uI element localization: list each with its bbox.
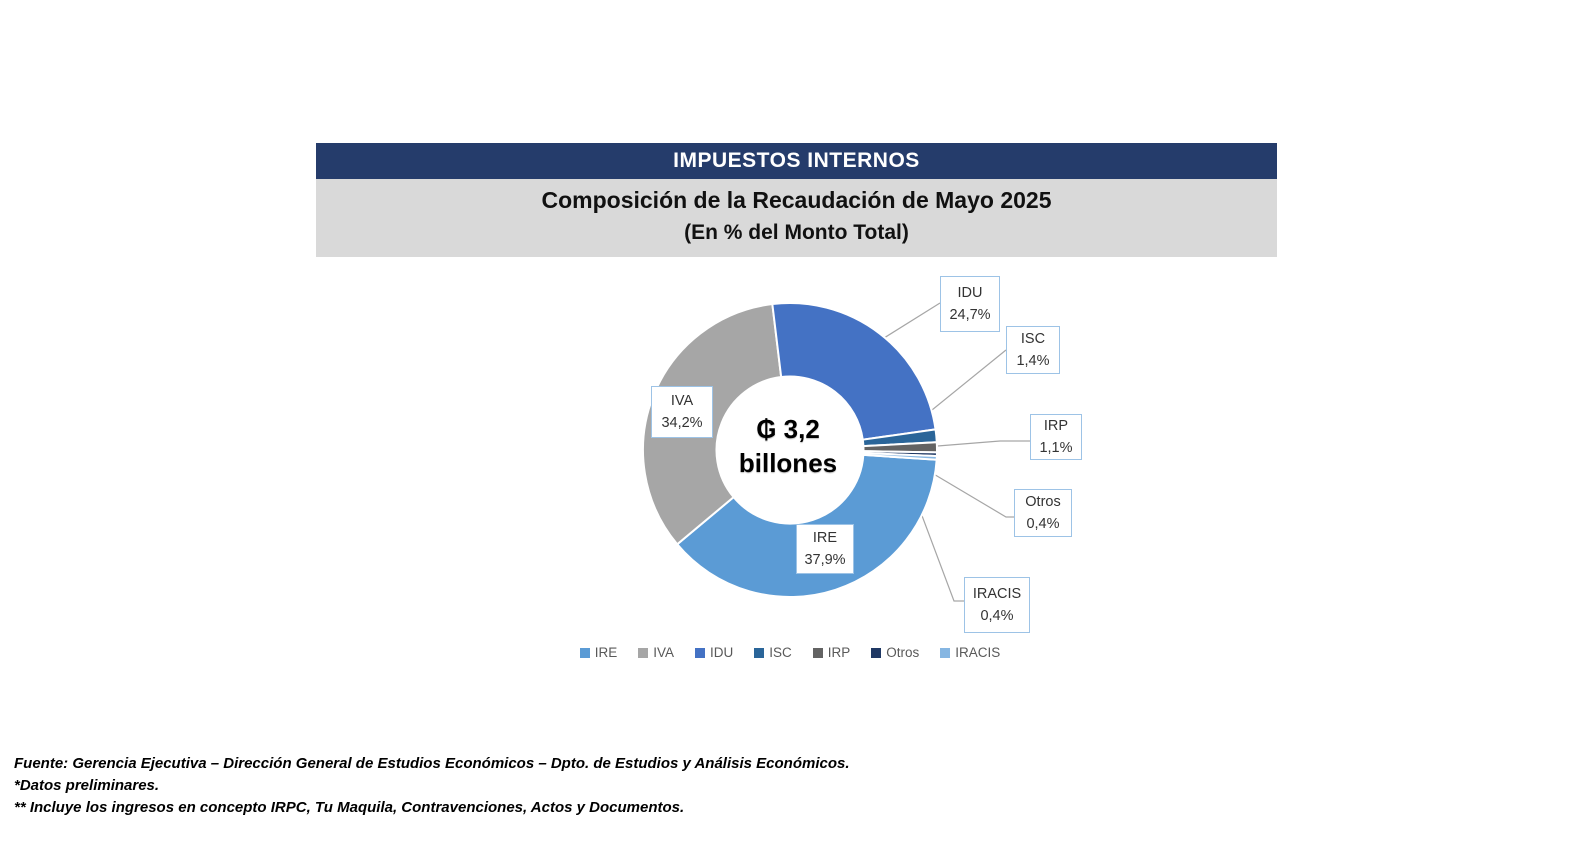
data-label-value: 0,4% — [980, 608, 1014, 624]
data-label-name: IDU — [957, 285, 983, 301]
legend-label: IRP — [827, 645, 851, 660]
donut-center-label: ₲ 3,2 billones — [690, 412, 886, 480]
chart-subtitle-line1: Composición de la Recaudación de Mayo 20… — [541, 187, 1052, 213]
chart-title: IMPUESTOS INTERNOS — [673, 149, 920, 172]
legend-marker-idu — [694, 647, 705, 658]
chart-subtitle-line2: (En % del Monto Total) — [684, 221, 909, 244]
data-label-isc: ISC 1,4% — [1006, 326, 1060, 374]
total-amount: ₲ 3,2 — [756, 414, 820, 444]
data-label-name: Otros — [1025, 494, 1061, 510]
chart-header: IMPUESTOS INTERNOS Composición de la Rec… — [316, 143, 1277, 257]
legend-label: ISC — [769, 645, 792, 660]
data-label-iracis: IRACIS 0,4% — [964, 577, 1030, 633]
data-label-value: 34,2% — [661, 415, 703, 431]
legend-item-iva: IVA — [638, 645, 674, 660]
legend-item-isc: ISC — [754, 645, 792, 660]
legend-marker-irp — [812, 647, 823, 658]
data-label-name: IVA — [670, 393, 694, 409]
data-label-name: IRACIS — [972, 586, 1022, 602]
data-label-value: 37,9% — [804, 552, 846, 568]
legend-marker-otros — [871, 647, 882, 658]
data-label-name: ISC — [1020, 331, 1046, 347]
inclusion-note: ** Incluye los ingresos en concepto IRPC… — [14, 799, 685, 816]
data-label-iva: IVA 34,2% — [651, 386, 713, 438]
legend-marker-iva — [638, 647, 649, 658]
total-unit: billones — [738, 448, 838, 478]
data-label-name: IRE — [812, 530, 838, 546]
legend-item-idu: IDU — [694, 645, 734, 660]
data-label-irp: IRP 1,1% — [1030, 414, 1082, 460]
legend-label: Otros — [886, 645, 920, 660]
data-label-value: 24,7% — [949, 307, 991, 323]
data-label-idu: IDU 24,7% — [940, 276, 1000, 332]
legend-marker-isc — [754, 647, 765, 658]
source-line: Fuente: Gerencia Ejecutiva – Dirección G… — [14, 755, 850, 772]
data-label-value: 1,1% — [1039, 440, 1073, 456]
legend-label: IRACIS — [955, 645, 1001, 660]
data-label-ire: IRE 37,9% — [796, 524, 854, 574]
data-label-name: IRP — [1043, 418, 1069, 434]
legend-item-iracis: IRACIS — [940, 645, 1000, 660]
data-label-otros: Otros 0,4% — [1014, 489, 1072, 537]
preliminary-note: *Datos preliminares. — [14, 777, 160, 794]
source-notes: Fuente: Gerencia Ejecutiva – Dirección G… — [14, 753, 850, 819]
chart-legend: IRE IVA IDU ISC IRP Otros IRACIS — [470, 645, 1110, 660]
legend-item-ire: IRE — [579, 645, 618, 660]
legend-marker-ire — [579, 647, 590, 658]
data-label-value: 0,4% — [1026, 516, 1060, 532]
chart-subtitle-band: Composición de la Recaudación de Mayo 20… — [316, 179, 1277, 257]
legend-item-otros: Otros — [871, 645, 919, 660]
donut-segment-iracis — [862, 451, 938, 461]
legend-marker-iracis — [940, 647, 951, 658]
legend-item-irp: IRP — [812, 645, 851, 660]
donut-segment-idu — [771, 302, 937, 441]
data-label-value: 1,4% — [1016, 353, 1050, 369]
legend-label: IVA — [653, 645, 674, 660]
legend-label: IDU — [709, 645, 734, 660]
chart-title-bar: IMPUESTOS INTERNOS — [316, 143, 1277, 179]
legend-label: IRE — [594, 645, 618, 660]
